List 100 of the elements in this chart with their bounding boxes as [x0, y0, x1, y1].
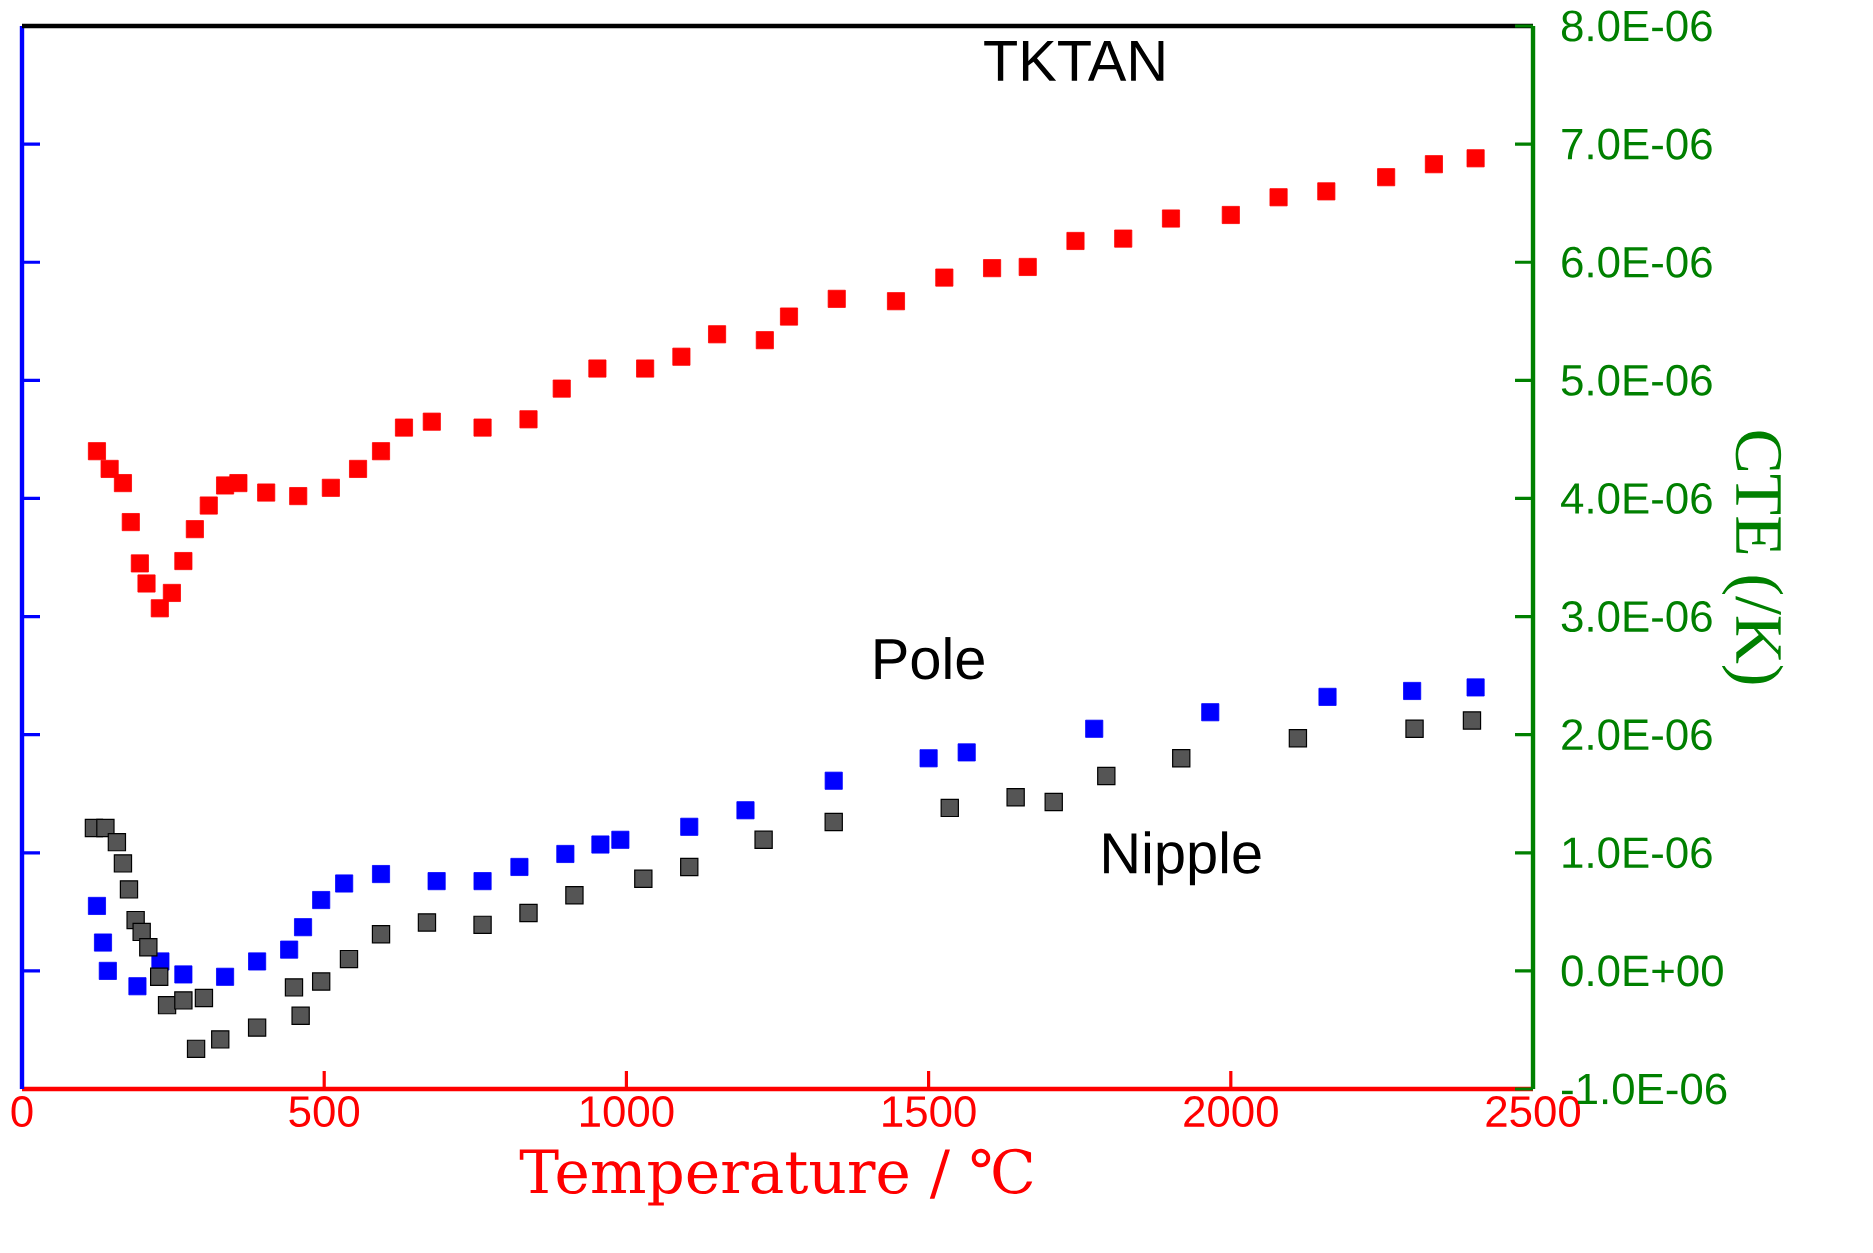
- point: [185, 520, 204, 539]
- point: [150, 599, 169, 618]
- x-tick-label: 0: [11, 1096, 33, 1128]
- point: [519, 410, 538, 429]
- point: [473, 915, 492, 935]
- y-tick-label: 5.0E-06: [1561, 364, 1712, 396]
- y-tick-label: 3.0E-06: [1561, 601, 1712, 633]
- point: [174, 991, 193, 1010]
- point: [186, 1039, 206, 1059]
- point: [1114, 229, 1133, 248]
- x-axis-title: Temperature / ℃: [519, 1148, 1033, 1206]
- point: [93, 933, 112, 952]
- point: [919, 749, 938, 768]
- point: [130, 554, 149, 573]
- point: [294, 918, 313, 937]
- point: [311, 972, 331, 991]
- point: [1161, 209, 1180, 228]
- point: [1405, 719, 1424, 738]
- point: [119, 880, 139, 899]
- point: [174, 965, 193, 984]
- point: [284, 978, 304, 997]
- point: [1462, 711, 1482, 730]
- point: [736, 801, 755, 820]
- point: [519, 903, 538, 923]
- point: [1403, 681, 1422, 700]
- point: [1172, 749, 1191, 768]
- point: [335, 874, 354, 893]
- point: [174, 552, 193, 571]
- point: [886, 292, 905, 311]
- point: [96, 818, 115, 838]
- point: [229, 474, 248, 493]
- point: [473, 872, 492, 891]
- point: [1006, 788, 1025, 807]
- point: [1318, 687, 1337, 706]
- series-label: Nipple: [1104, 831, 1261, 886]
- point: [940, 798, 959, 818]
- point: [1085, 719, 1104, 738]
- point: [137, 574, 156, 593]
- point: [257, 483, 276, 502]
- x-tick-label: 1500: [883, 1096, 976, 1128]
- x-tick-label: 2000: [1184, 1096, 1278, 1128]
- point: [280, 940, 299, 959]
- x-tick-label: 1000: [580, 1096, 674, 1128]
- point: [556, 844, 575, 863]
- point: [565, 886, 584, 905]
- point: [248, 952, 267, 971]
- point: [98, 961, 117, 980]
- point: [372, 865, 391, 884]
- point: [983, 259, 1002, 278]
- y-tick-label: 2.0E-06: [1562, 719, 1712, 751]
- point: [113, 854, 133, 873]
- point: [372, 442, 391, 461]
- point: [1097, 766, 1116, 786]
- point: [211, 1030, 230, 1049]
- point: [216, 967, 235, 986]
- y-tick-label: 4.0E-06: [1561, 482, 1712, 514]
- point: [680, 857, 699, 877]
- point: [427, 872, 446, 891]
- point: [87, 896, 106, 915]
- point: [779, 307, 798, 326]
- point: [349, 459, 368, 478]
- y-tick-label: 8.0E-06: [1561, 10, 1712, 42]
- point: [1466, 678, 1485, 697]
- point: [824, 812, 843, 832]
- point: [824, 771, 843, 790]
- point: [113, 474, 132, 493]
- point: [107, 832, 127, 852]
- point: [680, 817, 699, 836]
- point: [588, 359, 607, 378]
- point: [636, 359, 655, 378]
- point: [957, 743, 976, 762]
- x-tick-label: 500: [289, 1096, 360, 1128]
- y-tick-label: 1.0E-06: [1563, 837, 1712, 869]
- point: [1317, 182, 1336, 201]
- point: [473, 418, 492, 437]
- text: TKTAN: [984, 41, 1164, 81]
- point: [827, 289, 846, 308]
- point: [634, 869, 653, 888]
- point: [339, 949, 359, 969]
- point: [394, 418, 413, 437]
- point: [708, 325, 727, 344]
- point: [121, 513, 140, 532]
- point: [371, 925, 391, 944]
- point: [935, 268, 954, 287]
- point: [422, 412, 441, 431]
- point: [1377, 168, 1396, 187]
- point: [1018, 257, 1037, 276]
- point: [1201, 703, 1220, 722]
- point: [321, 478, 340, 497]
- point: [194, 988, 214, 1008]
- series-label: Pole: [875, 637, 984, 680]
- point: [552, 379, 571, 398]
- point: [1424, 155, 1443, 174]
- point: [139, 938, 158, 957]
- y-tick-label: 6.0E-06: [1562, 246, 1712, 278]
- point: [289, 487, 308, 506]
- point: [754, 830, 773, 849]
- y-tick-label: 7.0E-06: [1562, 128, 1712, 160]
- point: [510, 857, 529, 876]
- point: [312, 891, 331, 910]
